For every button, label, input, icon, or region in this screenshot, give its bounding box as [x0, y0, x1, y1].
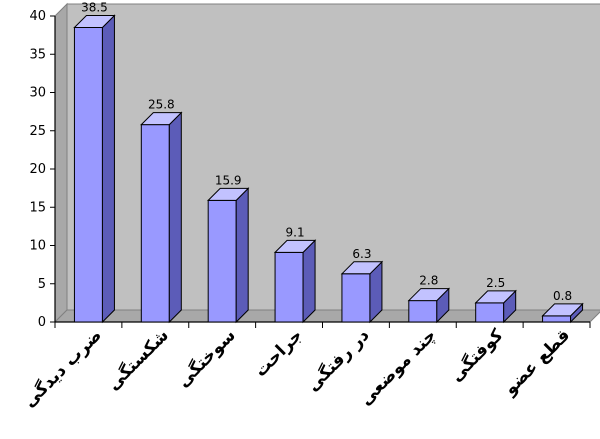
bar-front [140, 124, 170, 323]
category-label: سوختگی [173, 325, 240, 392]
bar-front [274, 251, 304, 323]
bar-front [542, 315, 572, 323]
y-tick-label: 35 [29, 47, 46, 62]
bar [407, 287, 451, 324]
bar-top [273, 239, 317, 253]
y-tick-label: 40 [29, 9, 46, 24]
bar-top [73, 14, 116, 28]
y-tick-label: 10 [29, 239, 46, 254]
category-label: ضرب دیدگی [19, 325, 106, 412]
bar-side [235, 187, 249, 324]
bar-top [407, 288, 451, 302]
bar-front [341, 273, 371, 323]
data-label: 15.9 [215, 173, 242, 187]
y-tick-label: 15 [29, 200, 46, 215]
data-label: 38.5 [81, 0, 108, 14]
bar [273, 239, 317, 324]
bar-front [73, 26, 103, 323]
bar-top [474, 290, 517, 304]
y-tick-label: 0 [38, 315, 46, 330]
bar [206, 187, 250, 324]
bar [541, 302, 584, 324]
bar-top [206, 187, 250, 201]
data-label: 2.8 [419, 274, 438, 288]
bars [73, 14, 584, 324]
y-tick-label: 5 [38, 277, 46, 292]
bar [73, 14, 116, 324]
category-label: در رفتگی [302, 324, 373, 395]
data-labels: 38.5 25.8 15.9 9.1 6.3 2.8 2.5 0.8 [81, 0, 572, 302]
bar-side [101, 14, 115, 324]
category-label: شکستگی [103, 325, 173, 395]
category-label: کوفتگی [446, 325, 507, 386]
bar [474, 289, 517, 324]
category-label: جراحت [251, 325, 307, 381]
bar-top [140, 112, 183, 126]
side-wall [54, 2, 68, 324]
bar-side [168, 111, 182, 324]
data-label: 2.5 [486, 276, 505, 290]
data-label: 0.8 [553, 289, 572, 303]
y-tick-label: 25 [29, 124, 46, 139]
bar-top [541, 303, 584, 317]
bar [340, 260, 384, 324]
category-label: قطع عضو [500, 325, 574, 399]
bar-side [302, 239, 316, 324]
bar-front [207, 199, 237, 323]
data-label: 9.1 [286, 225, 305, 239]
y-tick-label: 30 [29, 86, 46, 101]
data-label: 6.3 [352, 247, 371, 261]
bar-front [408, 300, 438, 323]
data-label: 25.8 [148, 98, 175, 112]
bar-top [340, 261, 384, 275]
y-tick-label: 20 [29, 162, 46, 177]
bar [140, 111, 183, 324]
plot-background [53, 2, 600, 324]
bar-front [475, 302, 505, 323]
floor [53, 309, 600, 323]
